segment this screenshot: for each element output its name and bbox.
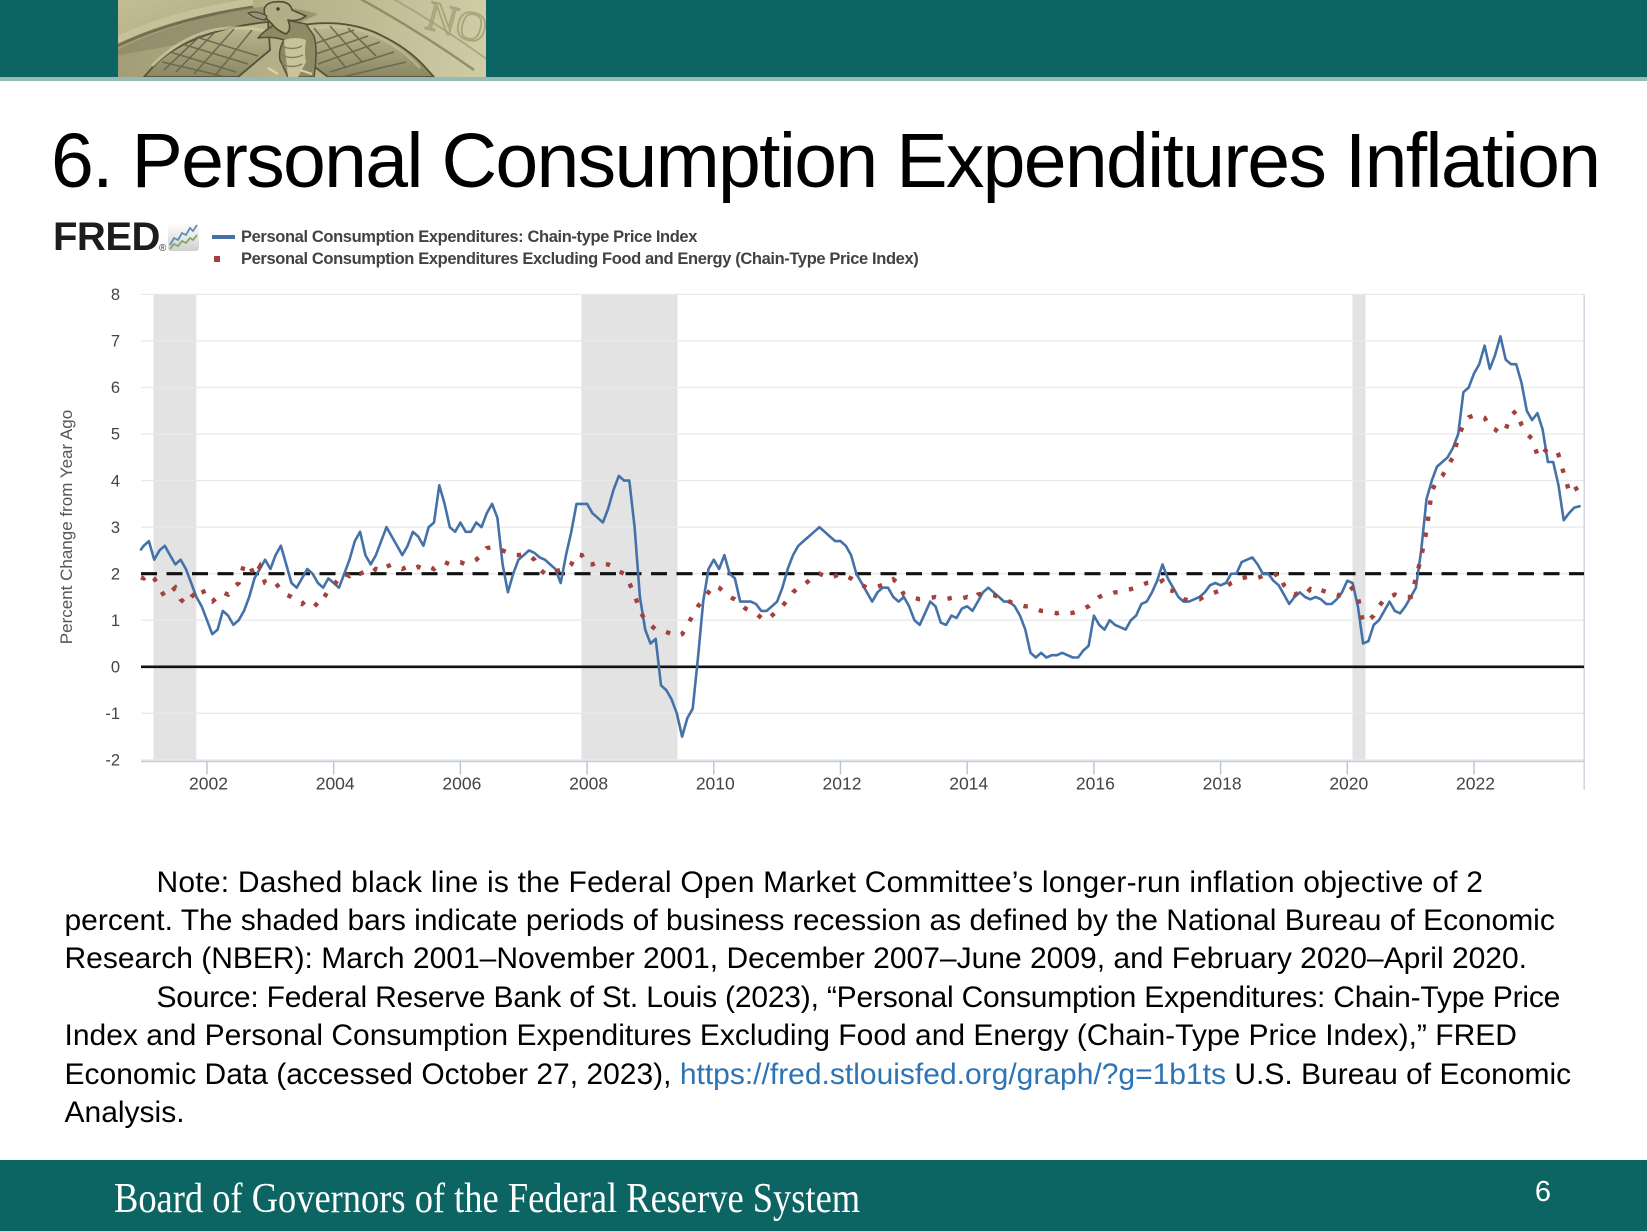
svg-text:2018: 2018 [1203,773,1242,793]
svg-text:0: 0 [111,659,120,677]
svg-text:1: 1 [111,612,120,630]
svg-text:4: 4 [111,472,120,490]
svg-text:2010: 2010 [696,773,735,793]
svg-text:7: 7 [111,333,120,351]
svg-text:8: 8 [111,286,120,304]
svg-text:6: 6 [111,379,120,397]
svg-text:Percent Change from Year Ago: Percent Change from Year Ago [57,410,76,644]
svg-text:2012: 2012 [823,773,862,793]
svg-text:2006: 2006 [442,773,481,793]
svg-text:-2: -2 [105,752,120,770]
svg-text:2: 2 [111,565,120,583]
svg-text:2016: 2016 [1076,773,1115,793]
svg-text:2014: 2014 [949,773,988,793]
svg-text:2022: 2022 [1456,773,1495,793]
svg-text:2020: 2020 [1329,773,1368,793]
svg-text:5: 5 [111,426,120,444]
svg-text:2008: 2008 [569,773,608,793]
svg-text:-1: -1 [105,705,120,723]
svg-text:3: 3 [111,519,120,537]
svg-text:2004: 2004 [316,773,355,793]
svg-text:2002: 2002 [189,773,228,793]
